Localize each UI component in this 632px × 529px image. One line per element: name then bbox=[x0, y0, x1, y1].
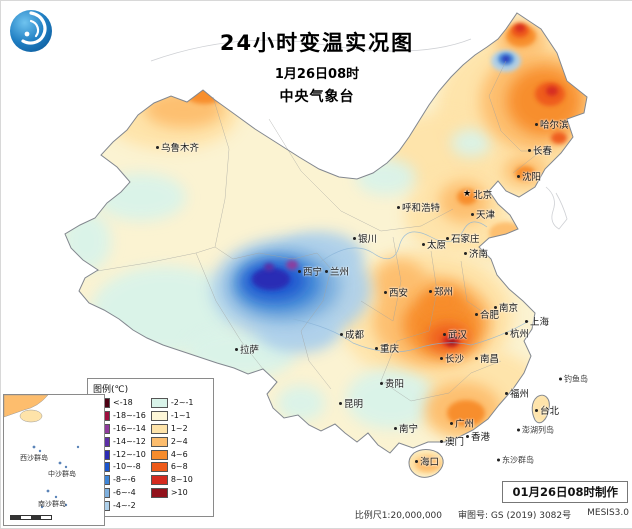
legend-label: -8~-6 bbox=[113, 475, 136, 485]
legend-label: >10 bbox=[170, 487, 188, 497]
legend-entry: 2~4 bbox=[150, 436, 194, 447]
legend-label: -2~-1 bbox=[170, 398, 194, 408]
legend-label: -10~-8 bbox=[113, 462, 141, 472]
legend-label: 8~10 bbox=[170, 475, 193, 485]
production-time: 01月26日08时制作 bbox=[502, 481, 628, 503]
legend-swatch bbox=[150, 423, 168, 434]
inset-island-label: 西沙群岛 bbox=[20, 454, 48, 462]
south-china-sea-inset: 西沙群岛 中沙群岛南沙群岛 bbox=[3, 394, 105, 526]
legend-entry: 1~2 bbox=[150, 423, 194, 434]
legend-swatch bbox=[150, 449, 168, 460]
inset-island-label: 南沙群岛 bbox=[38, 500, 66, 508]
legend-label: 4~6 bbox=[170, 449, 188, 459]
legend-label: -4~-2 bbox=[113, 500, 136, 510]
legend-col-right: -2~-1 -1~1 1~2 2~4 4~6 6~8 8~10 >10 bbox=[150, 397, 194, 512]
legend-label: 6~8 bbox=[170, 462, 188, 472]
rivers bbox=[292, 221, 530, 353]
inset-island-label: 中沙群岛 bbox=[48, 470, 76, 478]
legend-entry: -1~1 bbox=[150, 411, 194, 422]
legend-swatch bbox=[150, 411, 168, 422]
map-footer: 比例尺1:20,000,000 审图号: GS (2019) 3082号 MES… bbox=[355, 508, 629, 521]
approval-number: 审图号: GS (2019) 3082号 bbox=[458, 511, 572, 521]
legend-swatch bbox=[150, 475, 168, 486]
legend-entry: >10 bbox=[150, 487, 194, 498]
legend-label: 2~4 bbox=[170, 436, 188, 446]
legend-label: -14~-12 bbox=[113, 436, 146, 446]
legend-entry: 4~6 bbox=[150, 449, 194, 460]
legend-entry: 6~8 bbox=[150, 462, 194, 473]
province-borders bbox=[96, 60, 542, 402]
neighbor-borders bbox=[150, 38, 568, 230]
legend-entry: 8~10 bbox=[150, 475, 194, 486]
legend-label: -16~-14 bbox=[113, 423, 146, 433]
legend-swatch bbox=[150, 487, 168, 498]
map-scale: 比例尺1:20,000,000 bbox=[354, 511, 442, 521]
legend-entry: -2~-1 bbox=[150, 398, 194, 409]
inset-map bbox=[4, 395, 80, 509]
national-border bbox=[64, 12, 588, 478]
legend-title: 图例(℃) bbox=[93, 385, 129, 395]
legend-swatch bbox=[150, 398, 168, 409]
legend-label: -12~-10 bbox=[113, 449, 146, 459]
legend-label: <-18 bbox=[113, 398, 133, 408]
inset-scale-bar bbox=[10, 515, 52, 520]
legend-label: 1~2 bbox=[170, 423, 188, 433]
product-tag: MESIS3.0 bbox=[587, 508, 629, 518]
legend: 图例(℃) <-18 -18~-16 -16~-14 -14~-12 -12~-10 -1… bbox=[87, 378, 214, 518]
cma-logo bbox=[10, 10, 52, 52]
legend-label: -6~-4 bbox=[113, 487, 136, 497]
inset-islands bbox=[32, 445, 80, 509]
legend-swatch bbox=[150, 436, 168, 447]
legend-label: -18~-16 bbox=[113, 411, 146, 421]
legend-swatch bbox=[150, 462, 168, 473]
legend-label: -1~1 bbox=[170, 411, 191, 421]
